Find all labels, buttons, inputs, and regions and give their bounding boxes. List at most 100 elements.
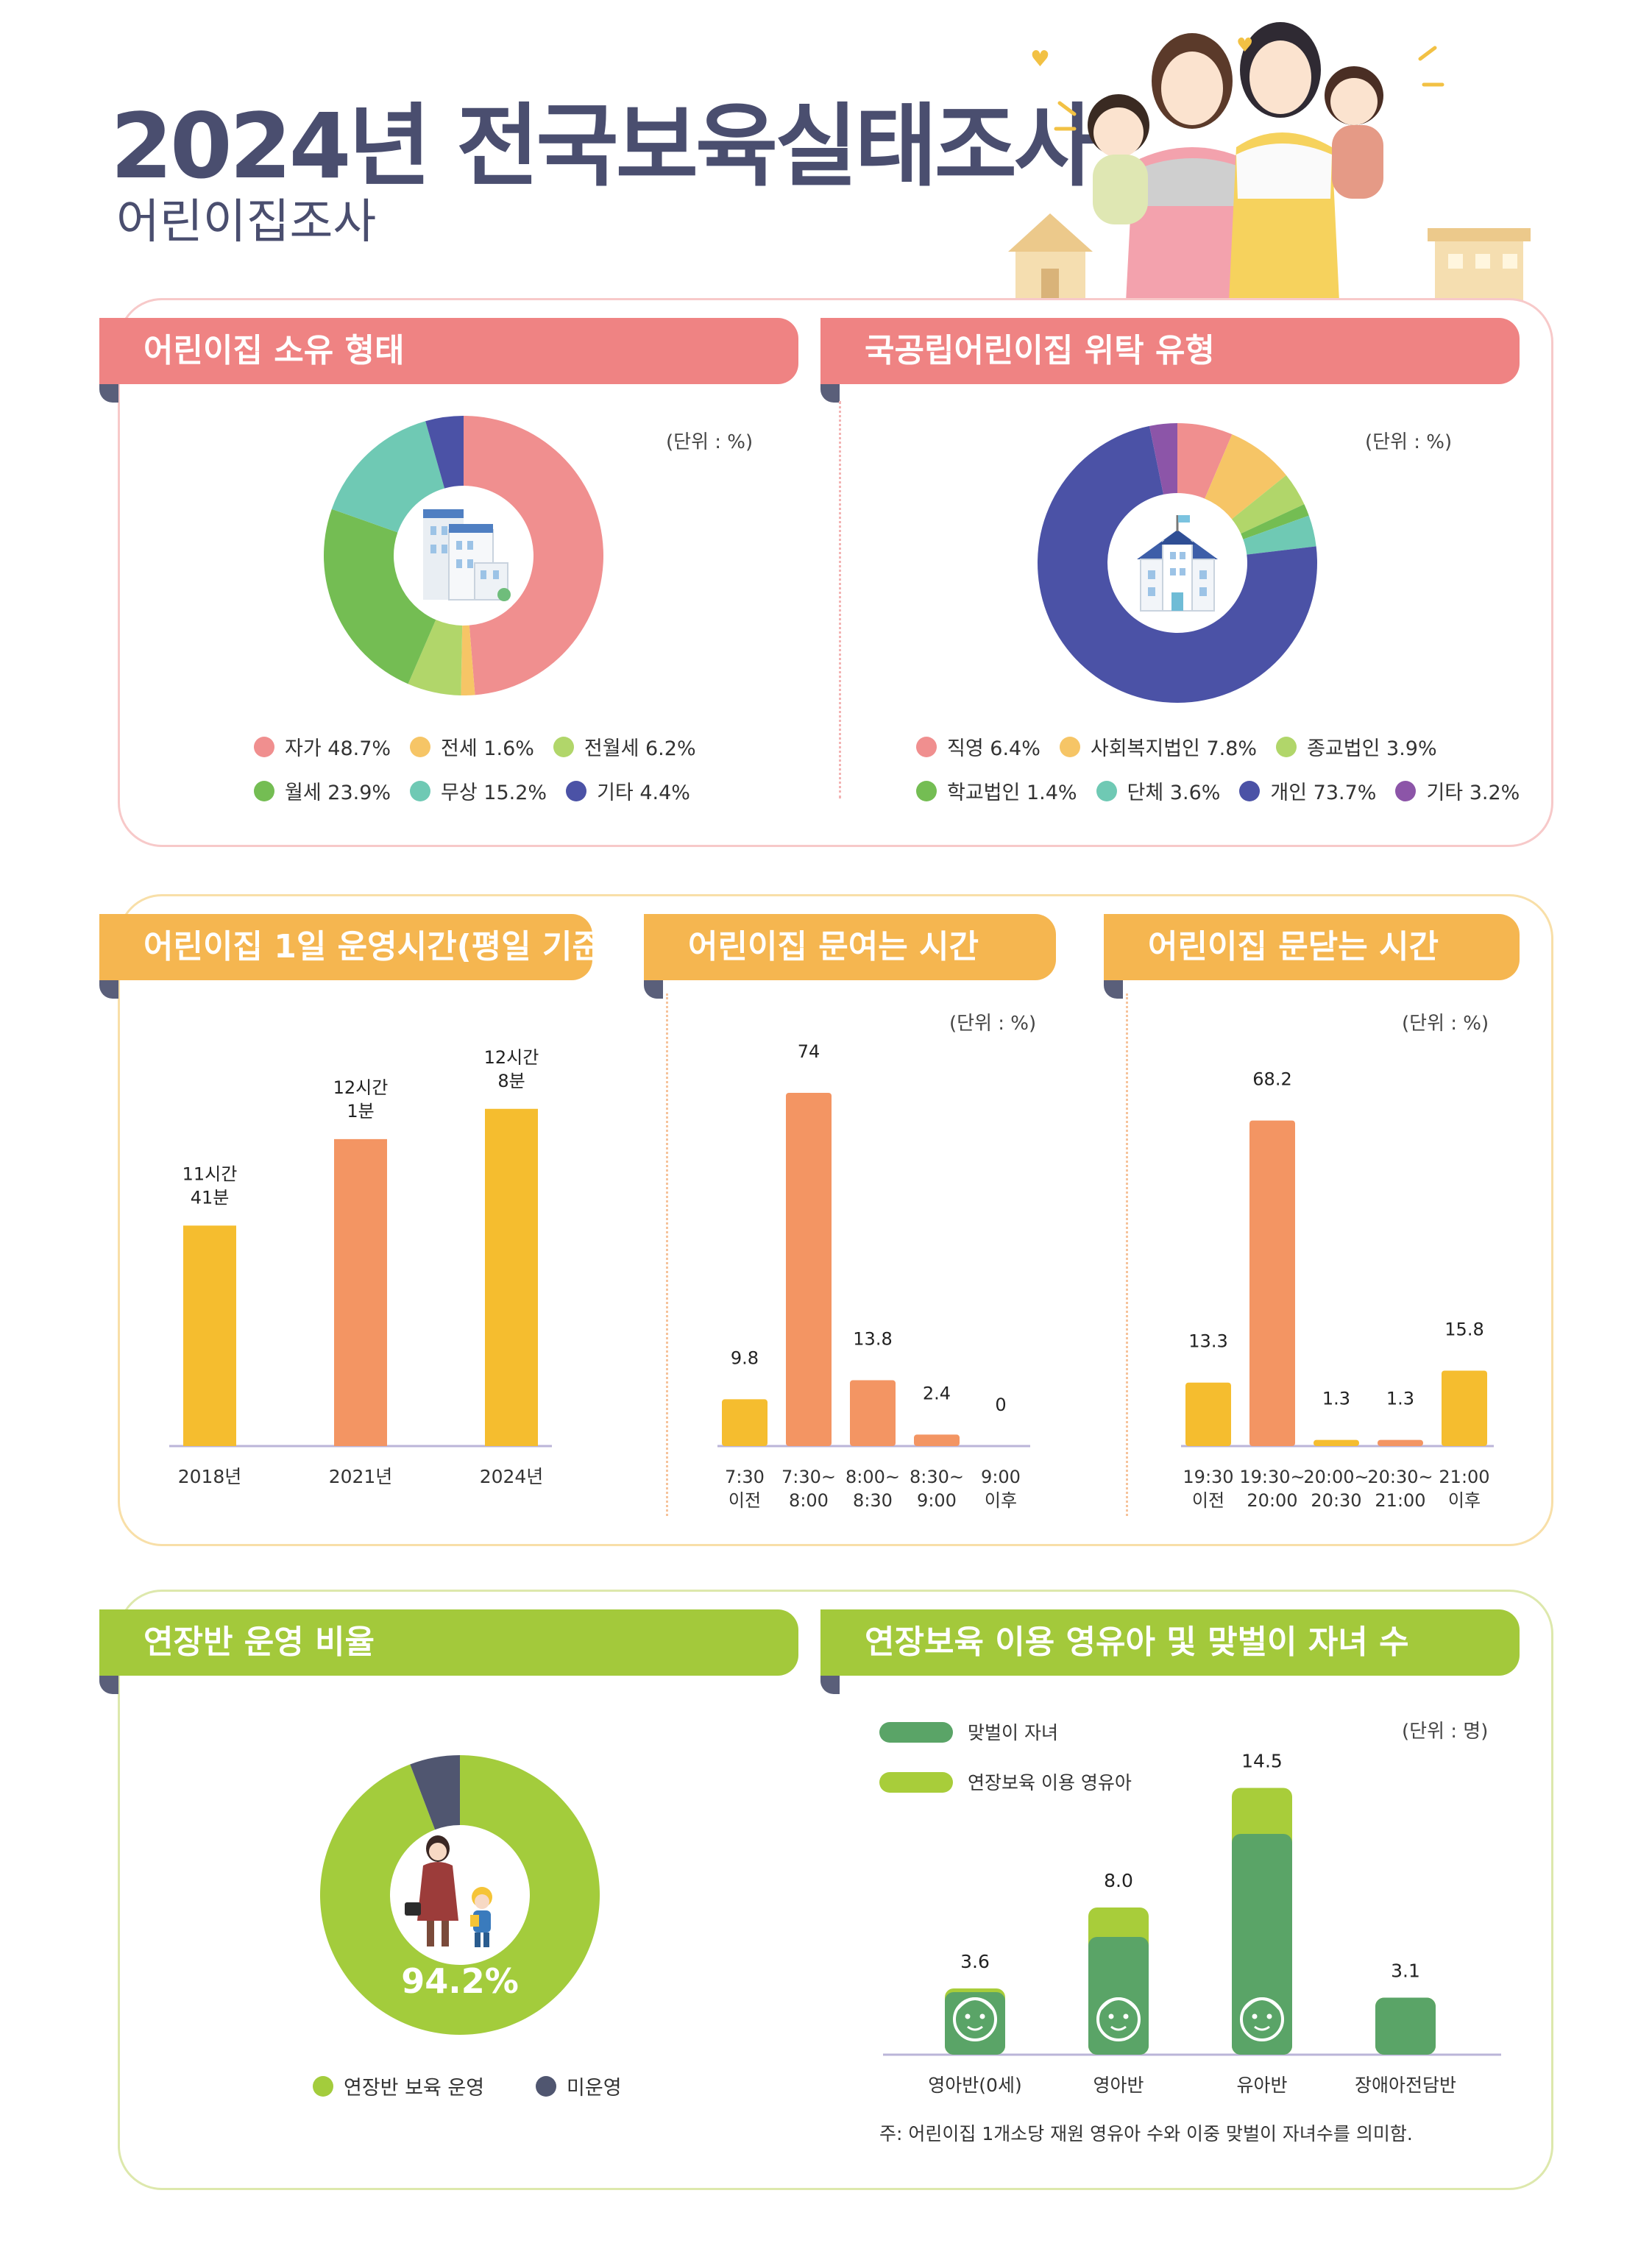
extended-ratio-legend-label-1: 미운영 <box>567 2077 622 2100</box>
consignment-legend-item-1: 사회복지법인 7.8% <box>1059 732 1257 761</box>
consignment-title: 국공립어린이집 위탁 유형 <box>820 318 1520 384</box>
open-time-category-3-1: 9:00 <box>917 1490 957 1511</box>
consignment-legend-label-0: 직영 6.4% <box>947 737 1041 760</box>
close-time-bar-2 <box>1314 1439 1359 1446</box>
extended-children-title: 연장보육 이용 영유아 및 맞벌이 자녀 수 <box>820 1609 1520 1676</box>
consignment-r2-legend-item-2: 개인 73.7% <box>1239 776 1376 805</box>
open-time-category-3-0: 8:30~ <box>910 1467 964 1487</box>
house-right-icon <box>1428 228 1531 302</box>
consignment-r2-legend-item-0: 학교법인 1.4% <box>916 776 1077 805</box>
consignment-r2-legend-item-1: 단체 3.6% <box>1096 776 1220 805</box>
extended-ratio-legend: 연장반 보육 운영 미운영 <box>313 2072 673 2100</box>
extended-children-note: 주: 어린이집 1개소당 재원 영유아 수와 이중 맞벌이 자녀수를 의미함. <box>879 2123 1413 2144</box>
extended-children-value-label-2: 14.5 <box>1241 1751 1283 1772</box>
consignment-legend-row2: 학교법인 1.4% 단체 3.6% 개인 73.7% 기타 3.2% <box>916 776 1539 805</box>
extended-children-value-label-0: 3.6 <box>960 1951 990 1972</box>
hours-category-0: 2018년 <box>178 1466 242 1487</box>
consignment-r2-legend-label-2: 개인 73.7% <box>1270 782 1377 804</box>
open-time-value-label-0: 9.8 <box>731 1347 759 1368</box>
extended-ratio-slice-0 <box>319 1755 600 2035</box>
child-figure-right <box>1325 66 1383 199</box>
consignment-donut-chart <box>1038 423 1317 703</box>
extended-children-legend-label-0: 맞벌이 자녀 <box>968 1722 1058 1743</box>
consignment-r2-legend-dot-0 <box>916 780 937 801</box>
extended-ratio-legend-item-1: 미운영 <box>536 2072 622 2100</box>
close-time-category-3-0: 20:30~ <box>1367 1467 1433 1487</box>
open-time-value-label-3: 2.4 <box>923 1383 951 1403</box>
consignment-slice-6 <box>1149 423 1177 495</box>
open-time-title: 어린이집 문여는 시간 <box>644 914 1056 980</box>
consignment-legend-dot-0 <box>916 736 937 757</box>
ownership-r2-legend-label-0: 월세 23.9% <box>285 782 391 804</box>
extended-ratio-legend-item-0: 연장반 보육 운영 <box>313 2072 484 2100</box>
open-time-category-0-1: 이전 <box>728 1490 761 1511</box>
ownership-legend-row1: 자가 48.7% 전세 1.6% 전월세 6.2% <box>254 732 715 761</box>
consignment-legend-row1: 직영 6.4% 사회복지법인 7.8% 종교법인 3.9% <box>916 732 1456 761</box>
ownership-legend-item-1: 전세 1.6% <box>410 732 534 761</box>
consignment-legend-dot-1 <box>1059 736 1080 757</box>
close-time-category-2-0: 20:00~ <box>1303 1467 1369 1487</box>
ownership-slice-1 <box>461 625 475 695</box>
close-time-category-1-0: 19:30~ <box>1239 1467 1305 1487</box>
ownership-r2-legend-item-2: 기타 4.4% <box>566 776 690 805</box>
extended-ratio-value: 94.2% <box>401 1961 519 2001</box>
ownership-r2-legend-item-1: 무상 15.2% <box>410 776 547 805</box>
ownership-slice-3 <box>324 509 436 684</box>
ownership-r2-legend-dot-0 <box>254 780 274 801</box>
close-time-value-label-3: 1.3 <box>1386 1389 1414 1409</box>
school-building-icon <box>1137 515 1218 612</box>
ownership-title: 어린이집 소유 형태 <box>99 318 798 384</box>
ownership-r2-legend-label-1: 무상 15.2% <box>441 782 547 804</box>
close-time-category-1-1: 20:00 <box>1247 1490 1297 1511</box>
ownership-unit: (단위 : %) <box>666 431 754 453</box>
open-time-bar-2 <box>850 1380 896 1446</box>
open-time-value-label-4: 0 <box>995 1395 1006 1415</box>
consignment-r2-legend-label-3: 기타 3.2% <box>1426 782 1520 804</box>
close-time-value-label-1: 68.2 <box>1252 1069 1291 1090</box>
open-time-category-4-1: 이후 <box>985 1490 1017 1511</box>
close-time-value-label-4: 15.8 <box>1444 1319 1483 1340</box>
ownership-legend-dot-1 <box>410 736 431 757</box>
open-time-bar-3 <box>914 1434 960 1446</box>
open-time-category-1-1: 8:00 <box>789 1490 829 1511</box>
close-time-value-label-2: 1.3 <box>1322 1389 1350 1409</box>
close-time-category-3-1: 21:00 <box>1375 1490 1425 1511</box>
ownership-r2-legend-label-2: 기타 4.4% <box>597 782 690 804</box>
consignment-legend-dot-2 <box>1276 736 1297 757</box>
close-time-bar-3 <box>1378 1439 1423 1446</box>
extended-children-category-1: 영아반 <box>1093 2075 1144 2096</box>
ownership-r2-legend-dot-2 <box>566 780 587 801</box>
ownership-legend-label-0: 자가 48.7% <box>285 737 391 760</box>
ownership-legend-item-0: 자가 48.7% <box>254 732 391 761</box>
open-time-category-4-0: 9:00 <box>981 1467 1021 1487</box>
extended-children-legend-swatch-0 <box>879 1722 953 1743</box>
consignment-r2-legend-dot-3 <box>1395 780 1417 801</box>
extended-children-value-label-1: 8.0 <box>1104 1870 1133 1891</box>
hours-category-1: 2021년 <box>329 1466 393 1487</box>
baby-face-icon <box>1240 1997 1284 2041</box>
open-time-category-0-0: 7:30 <box>725 1467 765 1487</box>
extended-children-unit: (단위 : 명) <box>1402 1721 1489 1743</box>
consignment-unit: (단위 : %) <box>1365 431 1453 453</box>
extended-children-category-3: 장애아전담반 <box>1355 2075 1456 2096</box>
ownership-legend-dot-0 <box>254 736 274 757</box>
hours-bar-1 <box>334 1138 387 1446</box>
hours-value-label-2-0: 12시간 <box>484 1047 539 1068</box>
consignment-legend-item-0: 직영 6.4% <box>916 732 1041 761</box>
extended-ratio-legend-label-0: 연장반 보육 운영 <box>344 2077 485 2100</box>
close-time-bar-1 <box>1249 1120 1295 1446</box>
page-subtitle: 어린이집조사 <box>116 195 377 249</box>
close-time-category-0-0: 19:30 <box>1183 1467 1233 1487</box>
close-time-category-4-0: 21:00 <box>1439 1467 1489 1487</box>
hours-bar-chart: 11시간 41분 2018년 12시간 1분 2021년 12시간 8분 2024년 <box>169 1047 552 1487</box>
hours-title: 어린이집 1일 운영시간(평일 기준) <box>99 914 617 980</box>
consignment-r2-legend-dot-2 <box>1239 780 1261 801</box>
extended-children-category-2: 유아반 <box>1236 2075 1287 2096</box>
open-time-value-label-2: 13.8 <box>853 1328 892 1349</box>
hours-category-2: 2024년 <box>480 1466 544 1487</box>
open-time-bar-0 <box>722 1399 767 1446</box>
extended-children-category-0: 영아반(0세) <box>928 2075 1021 2096</box>
extended-children-legend-swatch-1 <box>879 1772 953 1793</box>
close-time-category-2-1: 20:30 <box>1311 1490 1361 1511</box>
close-time-title: 어린이집 문닫는 시간 <box>1104 914 1520 980</box>
